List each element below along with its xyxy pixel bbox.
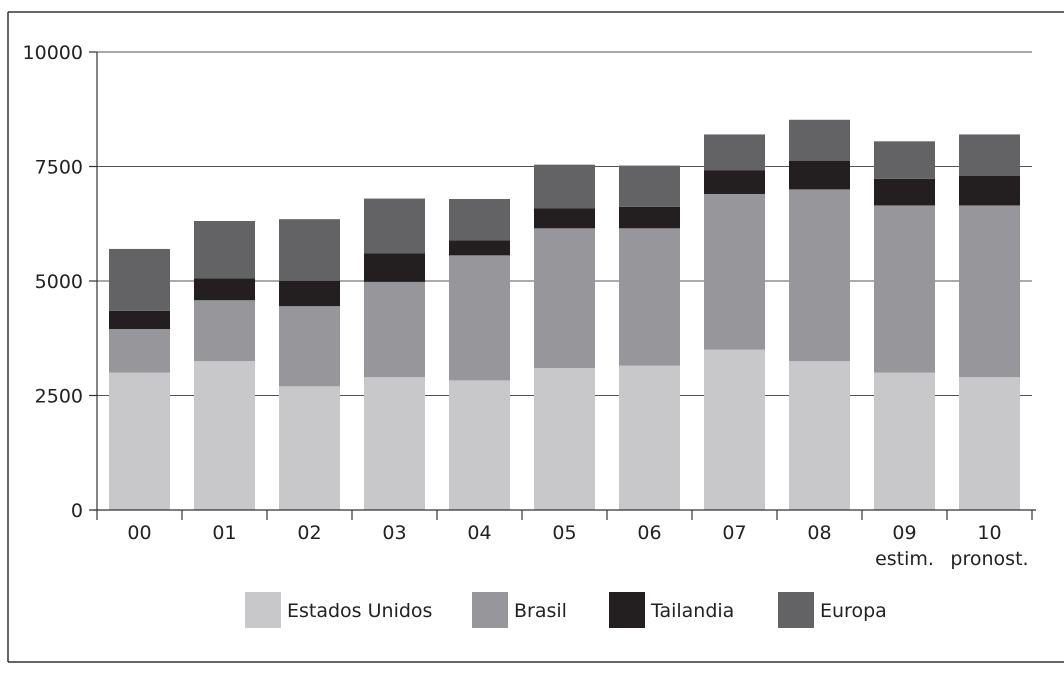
legend-label: Brasil: [514, 600, 567, 622]
bar-segment: [619, 365, 680, 510]
x-tick-label: 01: [212, 522, 236, 544]
bar-segment: [279, 306, 340, 387]
bar-segment: [109, 372, 170, 510]
x-tick-label: 02: [297, 522, 321, 544]
legend-swatch: [472, 592, 508, 628]
bar-segment: [534, 368, 595, 510]
bar-segment: [279, 281, 340, 307]
bar-segment: [704, 134, 765, 171]
y-tick-label: 0: [71, 500, 83, 522]
y-tick-label: 7500: [35, 157, 83, 179]
bar-segment: [279, 386, 340, 510]
bars: [109, 119, 1020, 510]
y-tick-label: 10000: [23, 42, 83, 64]
y-tick-label: 5000: [35, 271, 83, 293]
legend-label: Europa: [820, 600, 887, 622]
bar-segment: [109, 329, 170, 373]
x-axis: 00 01 02 03 04 05 06 07 08 09 estim. 10 pronost.: [93, 509, 1036, 570]
bar-segment: [704, 170, 765, 194]
bar-segment: [704, 349, 765, 510]
bar-segment: [364, 253, 425, 282]
bar-segment: [194, 300, 255, 362]
y-tick-label: 2500: [35, 386, 83, 408]
legend-swatch: [609, 592, 645, 628]
bar-segment: [364, 198, 425, 254]
x-tick-label: 03: [382, 522, 406, 544]
x-tick-label: 04: [467, 522, 491, 544]
bar-segment: [789, 189, 850, 362]
y-axis: 0 2500 5000 7500 10000: [23, 42, 98, 522]
bar-segment: [959, 134, 1020, 176]
x-tick-label: 08: [807, 522, 831, 544]
bar-segment: [194, 278, 255, 301]
bar-segment: [364, 281, 425, 378]
x-tick-label: 05: [552, 522, 576, 544]
legend-label: Estados Unidos: [287, 600, 432, 622]
bar-segment: [874, 178, 935, 206]
bar-segment: [619, 165, 680, 207]
bar-segment: [874, 372, 935, 510]
bar-segment: [279, 219, 340, 281]
bar-segment: [534, 228, 595, 369]
bar-segment: [534, 164, 595, 209]
bar-segment: [449, 255, 510, 381]
x-tick-label: 06: [637, 522, 661, 544]
bar-segment: [789, 361, 850, 510]
bar-segment: [109, 310, 170, 330]
bar-segment: [619, 228, 680, 366]
bar-segment: [449, 199, 510, 241]
x-tick-sublabel: pronost.: [950, 548, 1028, 570]
bar-segment: [789, 119, 850, 162]
bar-segment: [194, 361, 255, 510]
bar-segment: [959, 377, 1020, 510]
bar-segment: [959, 205, 1020, 378]
legend: Estados Unidos Brasil Tailandia Europa: [245, 592, 887, 628]
x-tick-sublabel: estim.: [875, 548, 934, 570]
bar-segment: [534, 208, 595, 229]
bar-segment: [874, 141, 935, 179]
x-tick-label: 07: [722, 522, 746, 544]
legend-swatch: [245, 592, 281, 628]
bar-segment: [449, 380, 510, 510]
bar-segment: [789, 161, 850, 190]
bar-segment: [874, 205, 935, 373]
bar-segment: [109, 248, 170, 311]
bar-segment: [364, 377, 425, 510]
bar-segment: [704, 193, 765, 350]
x-tick-label: 00: [127, 522, 151, 544]
legend-label: Tailandia: [650, 600, 734, 622]
bar-segment: [194, 221, 255, 279]
x-tick-label: 09: [892, 522, 916, 544]
x-tick-label: 10: [977, 522, 1001, 544]
legend-swatch: [778, 592, 814, 628]
bar-segment: [619, 206, 680, 229]
bar-segment: [959, 175, 1020, 206]
bar-segment: [449, 240, 510, 256]
